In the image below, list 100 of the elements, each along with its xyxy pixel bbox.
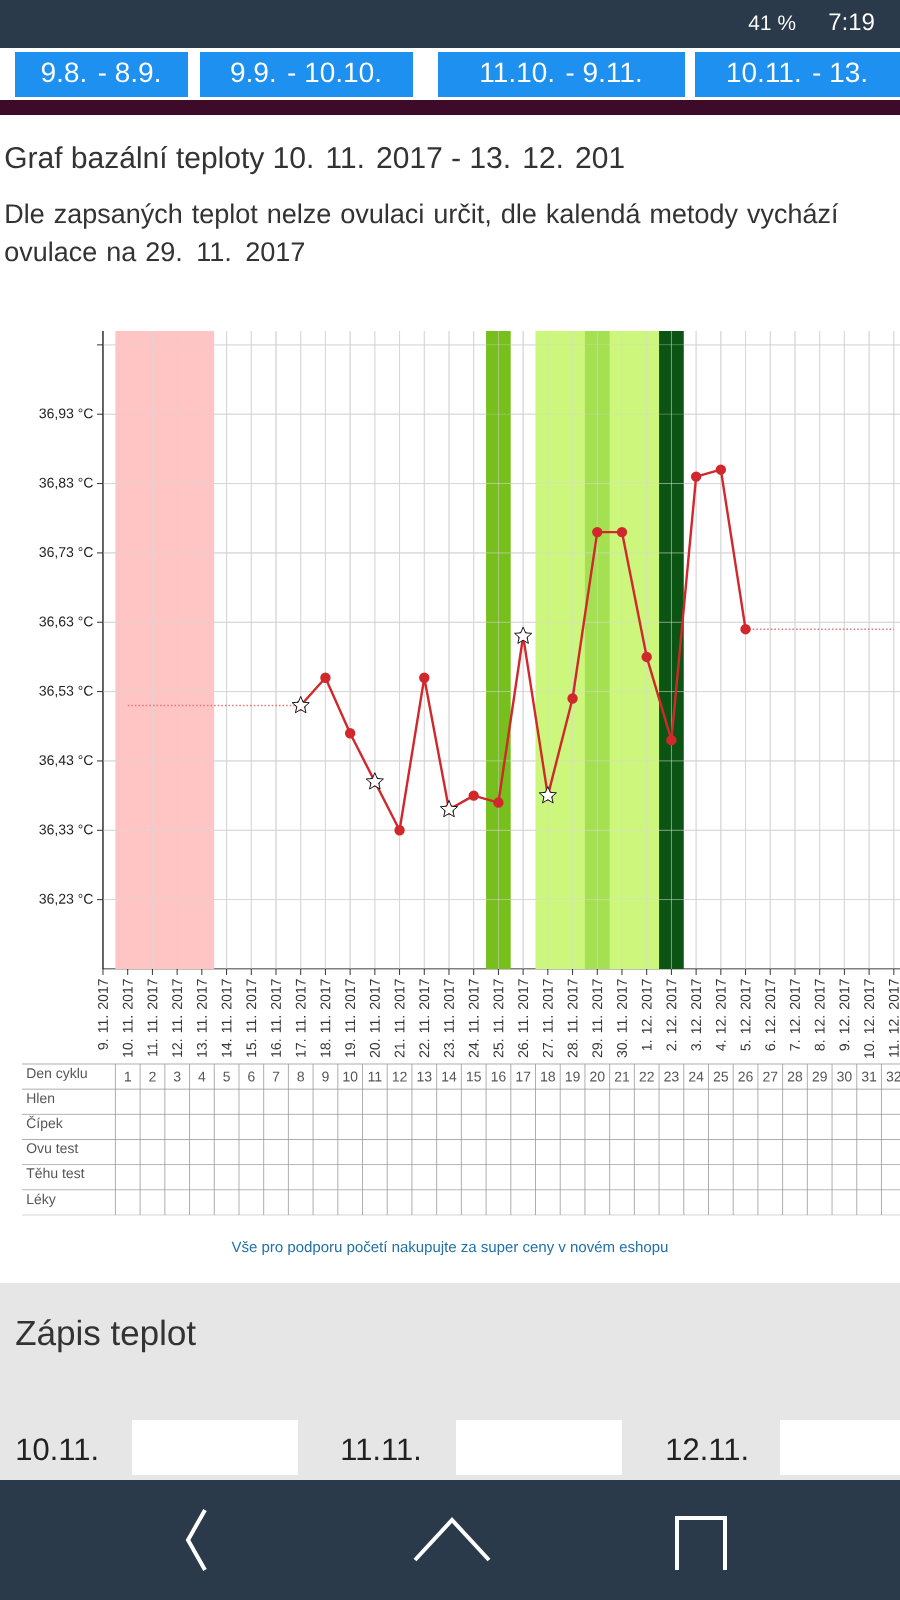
x2-tick-label: 26 — [738, 1071, 753, 1082]
chart-subtitle: Dle zapsaných teplot nelze ovulaci určit, dle kalendá metody vychází ovulace na 29. 11. 2017 — [5, 203, 839, 262]
x-tick-label: 17. 11. 2017 — [295, 979, 306, 1057]
point — [394, 825, 405, 836]
x-tick-label: 24. 11. 2017 — [468, 979, 479, 1058]
y-tick-label: 36,73 °C — [39, 547, 93, 559]
point — [344, 728, 356, 739]
point — [493, 797, 504, 808]
x2-tick-label: 3 — [173, 1071, 181, 1082]
x2-tick-label: 17 — [516, 1071, 531, 1082]
x-tick-label: 3. 12. 2017 — [691, 979, 702, 1051]
x-tick-label: 10. 11. 2017 — [122, 979, 133, 1057]
x-tick-label: 8. 12. 2017 — [814, 979, 825, 1051]
x-tick-label: 15. 11. 2017 — [246, 979, 257, 1057]
y-tick-label: 36,83 °C — [39, 477, 93, 490]
x-tick-label: 23. 11. 2017 — [444, 979, 454, 1058]
text: 11.10. - 9.11. — [481, 62, 641, 83]
x-tick-label: 30. 11. 2017 — [617, 979, 627, 1058]
x2-tick-label: 27 — [763, 1071, 778, 1082]
x-tick-label: 12. 11. 2017 — [172, 979, 183, 1057]
x2-tick-label: 21 — [614, 1071, 630, 1082]
x-tick-label: 26. 11. 2017 — [518, 979, 529, 1058]
text: 12.11. — [667, 1438, 747, 1460]
x-tick-label: 21. 11. 2017 — [394, 979, 405, 1058]
x-tick-label: 9. 12. 2017 — [839, 979, 850, 1051]
x2-tick-label: 2 — [149, 1071, 156, 1082]
point — [740, 623, 751, 635]
point — [514, 626, 533, 644]
x2-tick-label: 14 — [442, 1071, 457, 1082]
text: 11.11. — [342, 1438, 419, 1460]
y-tick-label: 36,33 °C — [39, 824, 93, 837]
y-tick-label: 36,43 °C — [39, 755, 93, 767]
x-tick-label: 11. 12. 2017 — [888, 979, 899, 1057]
point — [567, 693, 578, 704]
x2-tick-label: 5 — [223, 1071, 230, 1082]
x-tick-label: 25. 11. 2017 — [493, 979, 504, 1058]
point — [419, 672, 430, 683]
x-tick-label: 10. 12. 2017 — [864, 979, 875, 1058]
text: Vše pro podporu početí nakupujte za super ceny v novém eshopu — [231, 1240, 668, 1256]
x2-tick-label: 7 — [272, 1071, 280, 1082]
text: Hlen — [27, 1092, 55, 1104]
y-tick-label: 36,63 °C — [39, 616, 93, 629]
point — [468, 790, 479, 801]
x2-tick-label: 23 — [664, 1071, 679, 1082]
point — [320, 672, 331, 683]
x2-tick-label: 13 — [417, 1071, 432, 1082]
x-tick-label: 4. 12. 2017 — [715, 979, 726, 1051]
point — [439, 800, 458, 818]
text: 7:19 — [829, 13, 874, 31]
point — [365, 772, 384, 790]
x2-tick-label: 16 — [491, 1071, 506, 1082]
x2-tick-label: 20 — [590, 1071, 605, 1082]
x-tick-label: 9. 11. 2017 — [98, 979, 108, 1050]
x-tick-label: 7. 12. 2017 — [790, 979, 800, 1051]
x2-tick-label: 25 — [713, 1071, 729, 1082]
point — [715, 464, 727, 475]
x2-tick-label: 22 — [639, 1071, 654, 1082]
text: Těhu test — [26, 1167, 85, 1179]
x2-tick-label: 19 — [565, 1071, 580, 1082]
x2-tick-label: 29 — [812, 1071, 827, 1082]
x2-tick-label: 28 — [787, 1071, 803, 1082]
text: 10.11. — [17, 1438, 97, 1461]
text: 9.9. - 10.10. — [231, 62, 380, 83]
x2-tick-label: 8 — [297, 1071, 305, 1082]
x2-tick-label: 24 — [689, 1071, 704, 1082]
x-tick-label: 19. 11. 2017 — [345, 979, 356, 1057]
y-tick-label: 36,23 °C — [39, 893, 93, 906]
x2-tick-label: 1 — [124, 1071, 131, 1082]
point — [592, 526, 603, 538]
x-tick-label: 16. 11. 2017 — [271, 979, 281, 1057]
point — [616, 526, 628, 538]
text: Ovu test — [26, 1143, 79, 1154]
x-tick-label: 29. 11. 2017 — [592, 979, 603, 1058]
point — [666, 734, 677, 746]
point — [291, 696, 310, 714]
x-tick-label: 11. 11. 2017 — [147, 979, 158, 1056]
text: Zápis teplot — [16, 1319, 196, 1353]
x2-tick-label: 18 — [541, 1071, 556, 1082]
x2-tick-label: 32 — [886, 1071, 900, 1082]
text: 10.11. - 13. — [728, 62, 866, 83]
x2-tick-label: 31 — [861, 1071, 877, 1082]
point — [690, 471, 702, 482]
x-tick-label: 14. 11. 2017 — [221, 979, 232, 1057]
chart-title: Graf bazální teploty 10. 11. 2017 - 13. 12. 201 — [5, 145, 624, 175]
x-tick-label: 22. 11. 2017 — [419, 979, 430, 1058]
x-tick-label: 2. 12. 2017 — [666, 979, 677, 1051]
x-tick-label: 6. 12. 2017 — [765, 979, 776, 1051]
y-tick-label: 36,53 °C — [39, 685, 93, 698]
x-tick-label: 18. 11. 2017 — [320, 979, 331, 1057]
x2-tick-label: 9 — [322, 1071, 329, 1082]
x-tick-label: 28. 11. 2017 — [567, 979, 578, 1058]
x-tick-label: 27. 11. 2017 — [542, 979, 553, 1058]
x2-tick-label: 4 — [198, 1071, 206, 1082]
x-tick-label: 1. 12. 2017 — [641, 979, 652, 1051]
x2-axis-title: Den cyklu — [27, 1067, 87, 1081]
text: Léky — [27, 1193, 56, 1207]
point — [538, 786, 557, 804]
text: Čípek — [26, 1115, 63, 1131]
x-tick-label: 13. 11. 2017 — [196, 979, 207, 1057]
x2-tick-label: 12 — [392, 1071, 407, 1082]
